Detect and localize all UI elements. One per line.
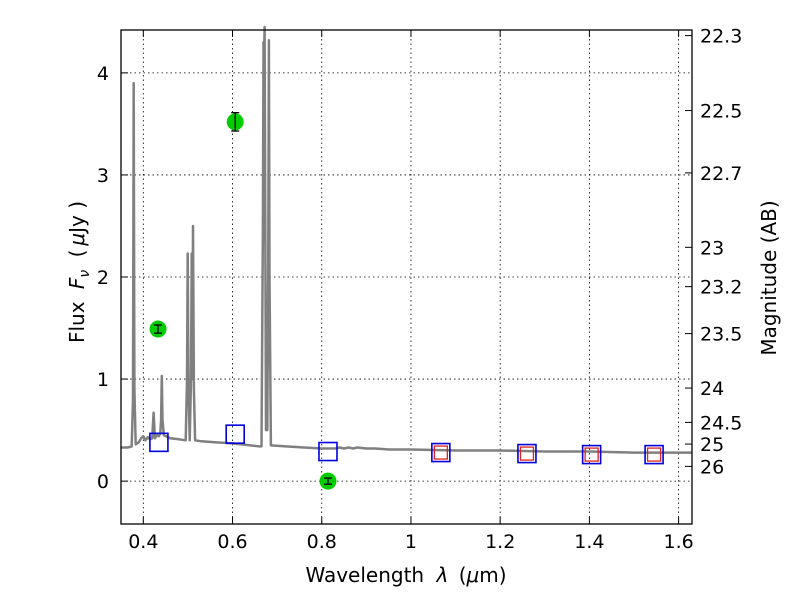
model-photometry-red — [433, 445, 662, 462]
y-axis-label: Flux Fν ( μJy ) — [65, 201, 94, 343]
model-spectrum — [121, 25, 692, 454]
model-flux-square-red — [646, 447, 662, 462]
model-flux-square-red — [519, 446, 535, 461]
magnitude-tick-label: 25 — [700, 434, 724, 456]
x-tick-label: 0.6 — [217, 531, 247, 553]
magnitude-tick-label: 26 — [700, 456, 724, 478]
magnitude-tick-label: 24 — [700, 378, 724, 400]
magnitude-tick-label: 22.5 — [700, 101, 742, 123]
x-axis-label-unit-mu: μ — [466, 563, 480, 587]
y-axis-label-unit-mu: μ — [65, 233, 89, 247]
x-axis-label-symbol: λ — [435, 563, 448, 587]
model-flux-square-red — [433, 445, 448, 460]
magnitude-tick-label: 23.5 — [700, 324, 742, 346]
model-flux-square-blue — [517, 443, 537, 464]
x-tick-label: 1.4 — [574, 531, 604, 553]
model-flux-square-blue — [149, 432, 169, 453]
y-tick-label: 1 — [97, 369, 109, 391]
x-tick-label: 1 — [405, 531, 417, 553]
model-photometry-blue — [149, 424, 664, 465]
spectrum-line — [121, 25, 692, 454]
y-tick-label: 0 — [97, 471, 109, 493]
y-tick-label: 4 — [97, 63, 109, 85]
magnitude-tick-label: 22.7 — [700, 163, 742, 185]
magnitude-tick-label: 24.5 — [700, 412, 742, 434]
y-axis-label-subscript: ν — [77, 270, 93, 278]
magnitude-tick-label: 22.3 — [700, 26, 742, 48]
y-tick-label: 2 — [97, 267, 109, 289]
x-axis-label: Wavelength λ (μm) — [305, 563, 506, 587]
model-flux-square-blue — [581, 444, 602, 465]
x-axis-label-text: Wavelength — [305, 563, 424, 587]
y-tick-label: 3 — [97, 165, 109, 187]
x-axis-label-unit-open: ( — [459, 563, 467, 587]
magnitude-tick-label: 23.2 — [700, 277, 742, 299]
x-tick-label: 1.6 — [664, 531, 694, 553]
x-tick-label: 1.2 — [485, 531, 515, 553]
y-axis-label-text: Flux — [65, 301, 89, 343]
model-flux-square-blue — [225, 424, 245, 444]
model-flux-square-blue — [644, 444, 664, 465]
model-flux-square-blue — [318, 441, 338, 462]
y-axis-label-symbol: F — [65, 277, 89, 289]
x-tick-label: 0.4 — [128, 531, 158, 553]
y-axis-label-unit-rest: Jy ) — [65, 201, 89, 235]
y-axis-label-unit-open: ( — [65, 250, 89, 258]
magnitude-axis-label: Magnitude (AB) — [757, 200, 781, 355]
model-flux-square-red — [584, 447, 599, 462]
x-tick-label: 0.8 — [307, 531, 337, 553]
x-axis-label-unit-rest: m) — [479, 563, 506, 587]
magnitude-tick-label: 23 — [700, 237, 724, 259]
model-flux-square-blue — [431, 442, 451, 463]
observed-photometry — [149, 112, 337, 490]
axis-ticks: 0.4 0.6 0.8 1 1.2 1.4 1.60123422.322.522.72323… — [97, 26, 742, 553]
